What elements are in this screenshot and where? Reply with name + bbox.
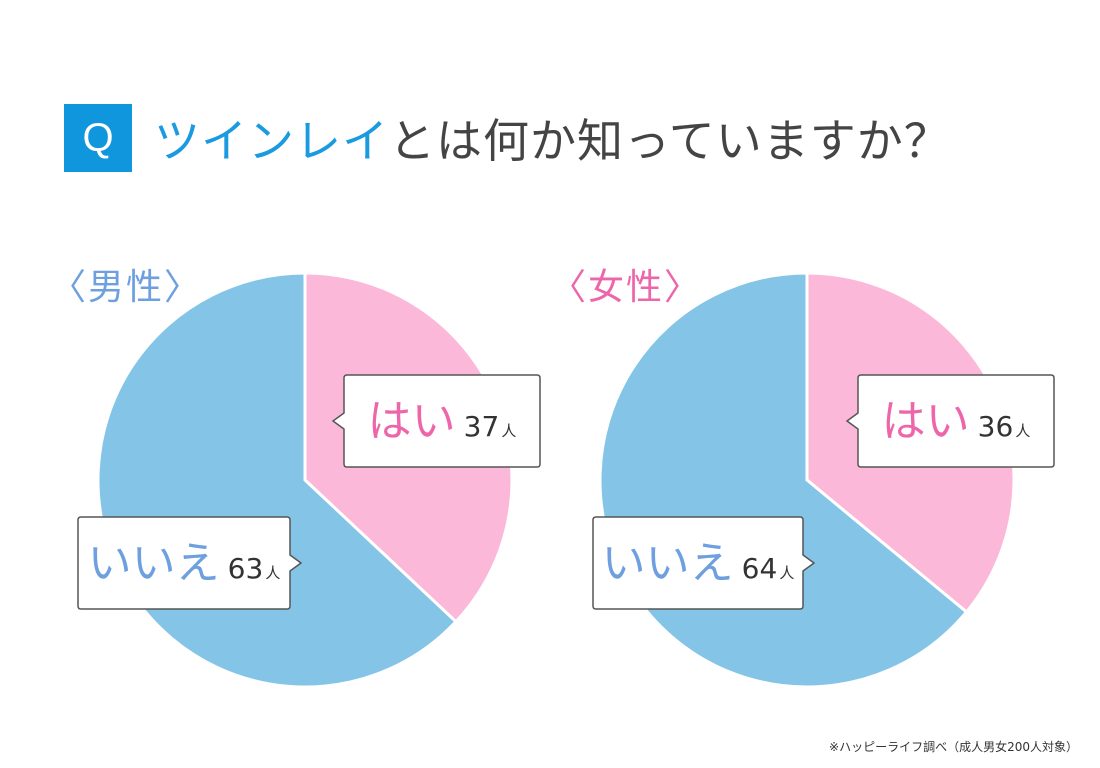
q-badge: Q (64, 104, 132, 172)
category-label: いいえ (602, 538, 734, 589)
callout-box (845, 374, 1055, 468)
male-chart-title: 〈男性〉 (50, 267, 203, 308)
callout-yes: はい 37 人 (331, 374, 541, 468)
callout-no: いいえ 64 人 (592, 516, 816, 610)
source-note: ※ハッピーライフ調べ（成人男女200人対象） (829, 740, 1078, 754)
value-label: 37 (464, 410, 500, 443)
title-highlight: ツインレイ (154, 114, 389, 168)
callout-yes: はい 36 人 (845, 374, 1055, 468)
callout-box (592, 516, 816, 610)
callout-label-no: いいえ 64 人 (602, 538, 795, 589)
callout-label-yes: はい 37 人 (368, 396, 517, 447)
category-label: いいえ (88, 538, 220, 589)
value-label: 64 (742, 552, 778, 585)
callout-label-no: いいえ 63 人 (88, 538, 281, 589)
page-title: ツインレイとは何か知っていますか？ (154, 105, 951, 171)
callout-box (77, 516, 303, 610)
callout-no: いいえ 63 人 (77, 516, 303, 610)
callout-label-yes: はい 36 人 (882, 396, 1031, 447)
unit-label: 人 (1015, 422, 1030, 440)
title-rest: とは何か知っていますか？ (389, 114, 951, 168)
unit-label: 人 (265, 564, 280, 582)
category-label: はい (882, 396, 970, 447)
value-label: 63 (228, 552, 264, 585)
unit-label: 人 (501, 422, 516, 440)
callout-box (331, 374, 541, 468)
category-label: はい (368, 396, 456, 447)
value-label: 36 (978, 410, 1014, 443)
title-row: Q ツインレイとは何か知っていますか？ (64, 102, 951, 174)
unit-label: 人 (779, 564, 794, 582)
female-chart-title: 〈女性〉 (550, 267, 703, 308)
